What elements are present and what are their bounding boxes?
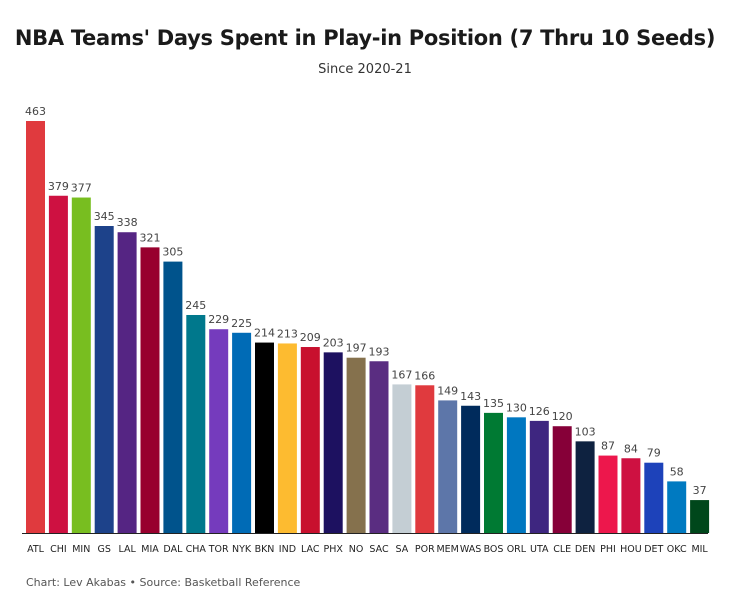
bar-mia [140, 247, 160, 534]
x-tick-label: MEM [436, 544, 458, 555]
bar-lal [117, 232, 137, 534]
bar-no [346, 357, 366, 533]
value-label: 209 [300, 331, 321, 344]
value-label: 79 [647, 447, 661, 460]
x-tick-label: LAC [301, 544, 320, 555]
chart-title: NBA Teams' Days Spent in Play-in Positio… [14, 26, 716, 50]
x-tick-label: MIL [691, 544, 708, 555]
bar-lac [300, 347, 320, 533]
bar-det [644, 462, 664, 533]
x-tick-label: UTA [530, 544, 549, 555]
value-label: 120 [552, 410, 573, 423]
bar-was [461, 405, 481, 533]
bar-phi [598, 455, 618, 533]
bar-cle [552, 426, 572, 533]
x-tick-label: CHI [50, 544, 67, 555]
value-label: 213 [277, 327, 298, 340]
value-label: 203 [323, 336, 344, 349]
value-label: 377 [71, 182, 92, 195]
bar-nyk [232, 332, 252, 533]
x-tick-label: POR [415, 544, 435, 555]
value-label: 225 [231, 317, 252, 330]
value-label: 229 [208, 313, 229, 326]
value-label: 463 [25, 105, 46, 118]
x-tick-label: OKC [667, 544, 687, 555]
x-tick-label: MIN [72, 544, 90, 555]
bar-tor [209, 329, 229, 533]
value-label: 379 [48, 180, 69, 193]
x-tick-label: CHA [186, 544, 207, 555]
value-label: 338 [117, 216, 138, 229]
value-label: 305 [162, 246, 183, 259]
x-tick-label: NO [349, 544, 364, 555]
value-label: 84 [624, 442, 638, 455]
x-tick-label: PHI [600, 544, 616, 555]
x-tick-label: DAL [163, 544, 183, 555]
value-label: 103 [575, 425, 596, 438]
value-label: 245 [185, 299, 206, 312]
value-label: 37 [693, 484, 707, 497]
bar-bkn [255, 342, 274, 533]
bar-min [71, 197, 91, 533]
bar-dal [163, 261, 183, 533]
x-tick-label: SA [396, 544, 409, 555]
x-tick-label: NYK [232, 544, 252, 555]
x-tick-label: ORL [507, 544, 527, 555]
x-tick-label: ATL [27, 544, 45, 555]
x-tick-label: CLE [553, 544, 571, 555]
bar-hou [621, 458, 641, 533]
x-tick-label: BOS [484, 544, 504, 555]
bar-sa [392, 384, 412, 533]
x-tick-label: GS [97, 544, 110, 555]
value-label: 345 [94, 210, 115, 223]
bar-mem [438, 400, 458, 533]
x-tick-label: BKN [255, 544, 275, 555]
bar-por [415, 385, 435, 533]
bar-chi [48, 195, 68, 533]
value-label: 58 [670, 465, 684, 478]
value-label: 197 [346, 342, 367, 355]
value-label: 214 [254, 327, 275, 340]
bar-uta [529, 420, 549, 533]
x-tick-label: WAS [460, 544, 481, 555]
value-label: 87 [601, 440, 615, 453]
x-tick-label: SAC [369, 544, 389, 555]
value-label: 135 [483, 397, 504, 410]
value-label: 321 [140, 231, 161, 244]
x-tick-label: TOR [208, 544, 229, 555]
value-label: 193 [369, 345, 390, 358]
bar-orl [506, 417, 526, 533]
chart-subtitle: Since 2020-21 [318, 62, 412, 77]
x-tick-label: HOU [620, 544, 642, 555]
value-label: 149 [437, 384, 458, 397]
bar-bos [484, 412, 503, 533]
bar-phx [323, 352, 343, 533]
value-label: 167 [391, 368, 412, 381]
bar-cha [186, 314, 206, 533]
bar-okc [667, 481, 687, 533]
value-label: 126 [529, 405, 550, 418]
value-label: 143 [460, 390, 481, 403]
x-tick-label: MIA [141, 544, 159, 555]
bar-gs [94, 226, 114, 533]
x-tick-label: PHX [324, 544, 344, 555]
x-tick-label: LAL [118, 544, 136, 555]
bar-mil [690, 500, 710, 533]
bar-ind [277, 343, 297, 533]
x-tick-label: DET [644, 544, 663, 555]
bar-atl [26, 121, 45, 533]
chart-caption: Chart: Lev Akabas • Source: Basketball R… [26, 576, 301, 589]
x-tick-label: DEN [575, 544, 595, 555]
x-tick-label: IND [279, 544, 296, 555]
value-label: 130 [506, 401, 527, 414]
value-label: 166 [414, 369, 435, 382]
bar-sac [369, 361, 389, 533]
bar-den [575, 441, 595, 533]
